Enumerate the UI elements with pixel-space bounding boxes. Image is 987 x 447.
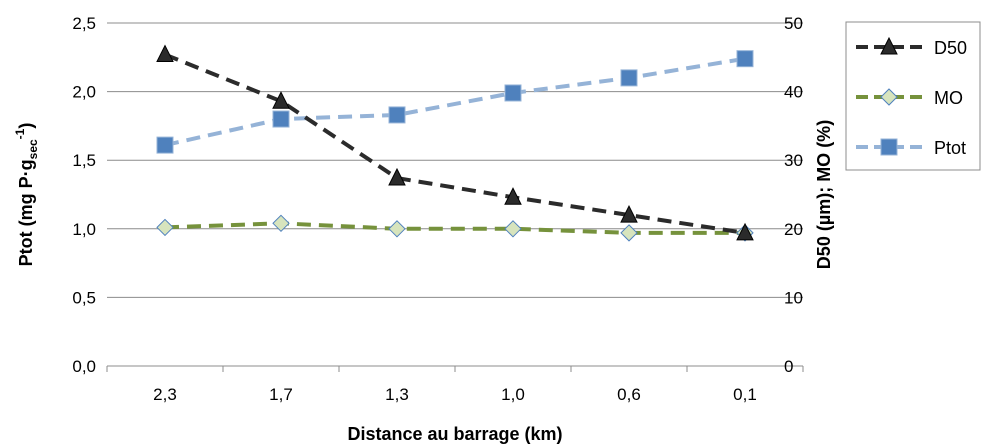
x-tick-labels: 2,3 1,7 1,3 1,0 0,6 0,1 — [106, 366, 804, 404]
point-d50-2 — [388, 167, 406, 186]
series-mo — [156, 214, 754, 242]
series-layer — [156, 44, 754, 242]
y-right-axis-title: D50 (µm); MO (%) — [814, 120, 834, 269]
y-left-tick-label-0: 0,0 — [72, 357, 96, 376]
y-left-title-sup: -1 — [13, 128, 27, 139]
series-ptot — [156, 50, 754, 154]
y-left-axis-title: Ptot (mg P·gsec-1) — [13, 123, 40, 267]
x-tick-label-1: 1,7 — [269, 385, 293, 404]
series-line-mo — [164, 221, 745, 235]
point-ptot-4 — [620, 69, 638, 87]
point-ptot-5 — [736, 50, 754, 68]
y-left-tick-label-4: 2,0 — [72, 83, 96, 102]
point-d50-0 — [156, 44, 174, 63]
y-left-tick-label-2: 1,0 — [72, 220, 96, 239]
y-left-tick-label-1: 0,5 — [72, 288, 96, 307]
x-tick-label-4: 0,6 — [617, 385, 641, 404]
x-tick-label-0: 2,3 — [153, 385, 177, 404]
y-right-tick-label-3: 30 — [784, 151, 803, 170]
point-mo-4 — [620, 224, 638, 242]
point-d50-5 — [736, 222, 754, 241]
x-axis-title: Distance au barrage (km) — [347, 424, 562, 444]
point-d50-1 — [272, 91, 290, 109]
legend-label-d50: D50 — [934, 38, 967, 58]
point-d50-3 — [504, 187, 522, 205]
point-ptot-3 — [504, 84, 522, 102]
point-ptot-2 — [388, 106, 406, 124]
point-mo-2 — [388, 220, 406, 238]
y-right-tick-label-0: 0 — [784, 357, 793, 376]
legend: D50 MO Ptot — [845, 21, 981, 171]
x-tick-label-2: 1,3 — [385, 385, 409, 404]
series-line-d50 — [164, 52, 746, 235]
x-tick-label-5: 0,1 — [733, 385, 757, 404]
legend-marker-ptot — [880, 138, 898, 156]
y-right-tick-labels: 0 10 20 30 40 50 — [784, 14, 803, 376]
legend-label-mo: MO — [934, 88, 963, 108]
y-right-tick-label-2: 20 — [784, 220, 803, 239]
legend-label-ptot: Ptot — [934, 138, 966, 158]
x-tick-label-3: 1,0 — [501, 385, 525, 404]
y-left-title-main: Ptot (mg P·g — [16, 159, 36, 266]
y-left-title-close: ) — [16, 123, 36, 129]
series-d50 — [156, 44, 754, 241]
series-line-ptot — [164, 56, 746, 148]
y-left-tick-label-3: 1,5 — [72, 151, 96, 170]
point-mo-0 — [156, 218, 174, 237]
y-right-tick-label-1: 10 — [784, 288, 803, 307]
y-left-title-sub: sec — [26, 139, 40, 159]
y-right-tick-label-4: 40 — [784, 83, 803, 102]
y-left-tick-label-5: 2,5 — [72, 14, 96, 33]
y-right-tick-label-5: 50 — [784, 14, 803, 33]
point-d50-4 — [620, 204, 638, 223]
legend-marker-d50 — [880, 36, 898, 55]
grid-lines — [107, 22, 803, 298]
point-mo-3 — [504, 220, 522, 238]
y-left-tick-labels: 0,0 0,5 1,0 1,5 2,0 2,5 — [72, 14, 96, 376]
point-ptot-0 — [156, 136, 174, 154]
point-mo-1 — [272, 214, 290, 233]
legend-marker-mo — [880, 88, 898, 106]
point-ptot-1 — [272, 110, 290, 128]
